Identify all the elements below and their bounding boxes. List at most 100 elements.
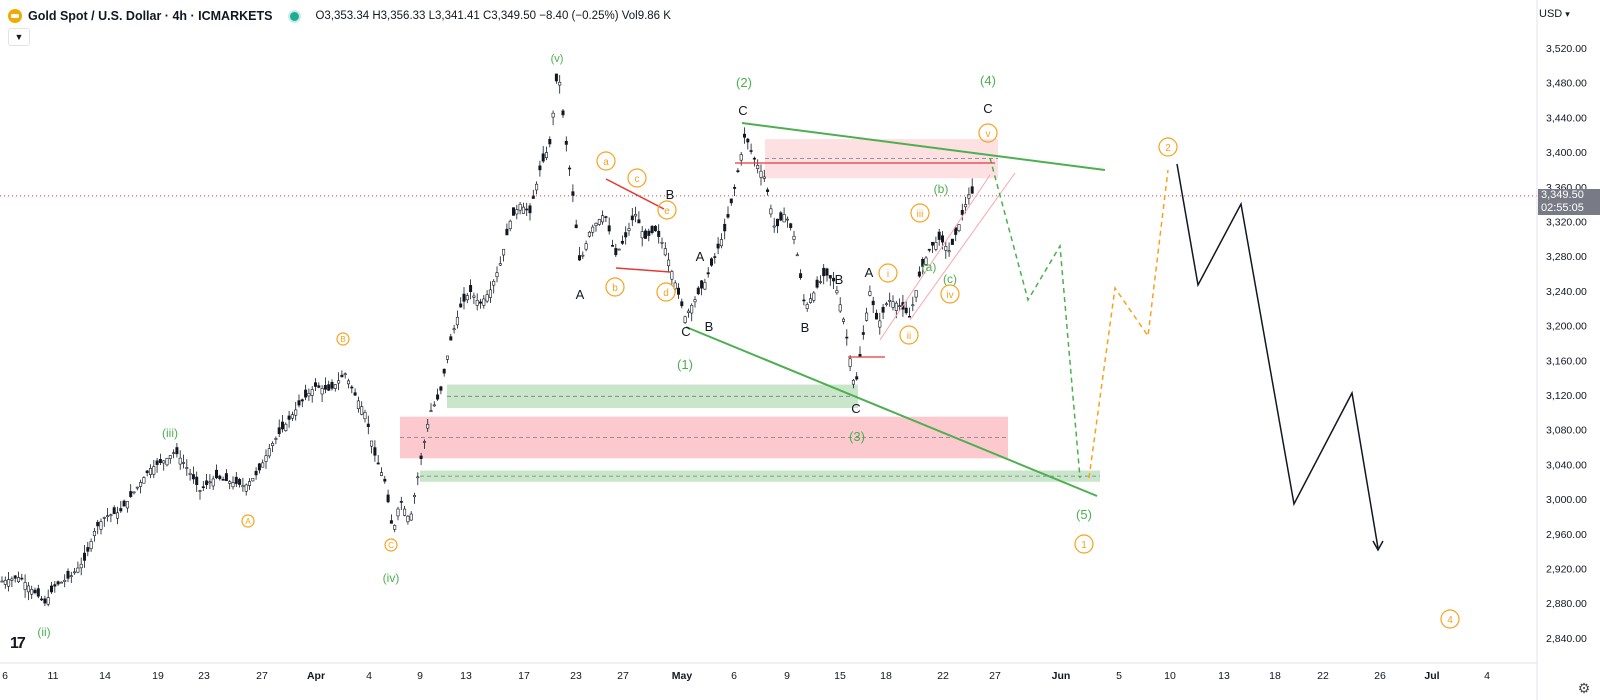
candle-body bbox=[40, 598, 44, 601]
candle-body bbox=[152, 466, 156, 475]
candle-body bbox=[409, 513, 413, 521]
symbol-title[interactable]: Gold Spot / U.S. Dollar · 4h · ICMARKETS bbox=[28, 9, 273, 23]
time-tick-label: 9 bbox=[417, 670, 423, 682]
time-tick-label: 4 bbox=[366, 670, 372, 682]
candle-body bbox=[370, 440, 374, 447]
wave-label-circle bbox=[910, 203, 930, 223]
projection-arrowhead bbox=[1372, 540, 1384, 552]
candle-body bbox=[835, 290, 839, 294]
candle-body bbox=[96, 521, 100, 527]
time-tick-label: 22 bbox=[1317, 670, 1329, 682]
candle-body bbox=[294, 409, 298, 416]
currency-selector[interactable]: USD bbox=[1539, 8, 1570, 20]
candle-body bbox=[122, 500, 126, 507]
candle-body bbox=[353, 392, 357, 396]
candle-body bbox=[927, 248, 931, 251]
wave-label-circle bbox=[899, 325, 919, 345]
tradingview-logo[interactable]: 17 bbox=[10, 635, 26, 652]
candle-body bbox=[531, 195, 535, 199]
market-status-icon[interactable] bbox=[288, 9, 302, 23]
wave-label: v bbox=[986, 129, 991, 140]
candle-body bbox=[383, 478, 387, 482]
candle-body bbox=[884, 303, 888, 306]
candle-body bbox=[412, 495, 416, 498]
wave-label: (3) bbox=[849, 429, 865, 444]
candle-body bbox=[749, 150, 753, 152]
candle-body bbox=[320, 388, 324, 395]
gold-symbol-icon bbox=[8, 9, 22, 23]
candle-body bbox=[812, 292, 816, 301]
candle-body bbox=[832, 277, 836, 282]
candle-body bbox=[709, 258, 713, 266]
time-tick-label: 18 bbox=[880, 670, 892, 682]
time-tick-label: 19 bbox=[152, 670, 164, 682]
candle-body bbox=[898, 305, 902, 307]
candle-body bbox=[733, 186, 737, 189]
candle-body bbox=[459, 303, 463, 308]
candle-body bbox=[544, 152, 548, 158]
time-tick-label: 9 bbox=[784, 670, 790, 682]
wave-label: c bbox=[635, 174, 640, 185]
candle-body bbox=[726, 214, 730, 218]
candle-body bbox=[617, 248, 621, 251]
candle-body bbox=[525, 208, 529, 211]
candle-body bbox=[680, 301, 684, 307]
candle-body bbox=[944, 246, 948, 251]
candle-body bbox=[604, 216, 608, 218]
price-tick-label: 3,320.00 bbox=[1546, 217, 1587, 229]
candle-body bbox=[769, 208, 773, 215]
price-tick-label: 2,840.00 bbox=[1546, 633, 1587, 645]
candle-body bbox=[719, 239, 723, 247]
candle-body bbox=[624, 232, 628, 238]
candle-body bbox=[954, 227, 958, 235]
gear-icon[interactable]: ⚙ bbox=[1577, 680, 1591, 696]
time-tick-label: 10 bbox=[1164, 670, 1176, 682]
candle-body bbox=[762, 176, 766, 179]
candle-body bbox=[888, 300, 892, 302]
candle-body bbox=[947, 250, 951, 253]
price-tick-label: 3,200.00 bbox=[1546, 321, 1587, 333]
chevron-down-icon[interactable]: ▼ bbox=[8, 28, 30, 46]
candle-body bbox=[742, 133, 746, 138]
candle-body bbox=[373, 447, 377, 456]
candle-body bbox=[782, 214, 786, 223]
candle-body bbox=[528, 205, 532, 214]
candle-body bbox=[26, 585, 30, 593]
candle-body bbox=[218, 475, 222, 480]
time-tick-label: 6 bbox=[2, 670, 8, 682]
wave-label: i bbox=[887, 269, 889, 280]
candle-body bbox=[577, 255, 581, 261]
candle-body bbox=[907, 315, 911, 318]
candle-body bbox=[23, 582, 27, 590]
symbol-header[interactable]: Gold Spot / U.S. Dollar · 4h · ICMARKETS… bbox=[8, 7, 671, 25]
candle-body bbox=[673, 282, 677, 290]
candle-body bbox=[861, 332, 865, 335]
triangle-lower bbox=[615, 267, 671, 273]
wave-label: (2) bbox=[736, 75, 752, 90]
candle-body bbox=[620, 240, 624, 244]
candle-body bbox=[201, 486, 205, 489]
candle-body bbox=[670, 271, 674, 280]
time-tick-label: 27 bbox=[256, 670, 268, 682]
candle-body bbox=[921, 258, 925, 267]
candle-body bbox=[307, 393, 311, 397]
candle-body bbox=[634, 214, 638, 217]
candle-body bbox=[584, 243, 588, 250]
candle-body bbox=[92, 530, 96, 537]
price-tick-label: 3,400.00 bbox=[1546, 147, 1587, 159]
price-tick-label: 3,120.00 bbox=[1546, 390, 1587, 402]
time-tick-label: May bbox=[672, 670, 693, 682]
wave-label: (iii) bbox=[162, 426, 178, 440]
candle-body bbox=[228, 481, 232, 484]
candle-body bbox=[393, 525, 397, 530]
candle-body bbox=[591, 226, 595, 233]
candle-body bbox=[363, 412, 367, 420]
candle-body bbox=[287, 415, 291, 420]
candle-body bbox=[234, 476, 238, 484]
candle-body bbox=[564, 140, 568, 145]
candle-body bbox=[271, 442, 275, 447]
wave-label: B bbox=[666, 187, 675, 202]
time-axis: 6 11 14 19 23 27 Apr 4 9 13 17 23 27 May 6 9 15 18 22 27 Jun… bbox=[0, 662, 1537, 682]
candle-body bbox=[746, 138, 750, 143]
